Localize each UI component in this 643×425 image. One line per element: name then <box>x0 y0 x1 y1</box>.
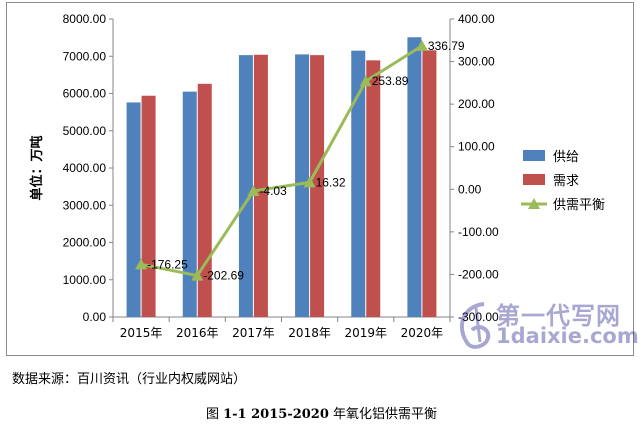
bar-供给-2016年 <box>182 91 197 317</box>
chart: 0.00 1000.00 2000.00 3000.00 4000.00 5000.00 6… <box>29 12 605 340</box>
right-tick-label: 400.00 <box>458 12 495 26</box>
left-tick-label: 5000.00 <box>63 124 107 138</box>
right-tick-label: 200.00 <box>458 97 495 111</box>
legend-swatch-供给 <box>523 150 545 161</box>
left-tick-label: 2000.00 <box>63 236 107 250</box>
left-tick-label: 7000.00 <box>63 49 107 63</box>
legend-marker-供需平衡 <box>528 198 540 209</box>
caption-prefix: 图 <box>205 407 224 422</box>
left-tick-label: 8000.00 <box>63 12 107 26</box>
balance-point-2018年 <box>303 176 316 188</box>
left-tick-label: 3000.00 <box>63 198 107 212</box>
legend-label: 需求 <box>553 174 579 189</box>
right-tick-label: -200.00 <box>458 267 499 281</box>
bar-需求-2018年 <box>310 55 325 317</box>
left-tick-label: 4000.00 <box>63 161 107 175</box>
balance-line <box>140 44 423 278</box>
caption-number: 1-1 2015-2020 <box>223 407 329 422</box>
x-tick-label: 2019年 <box>344 326 387 340</box>
bar-需求-2019年 <box>366 60 381 317</box>
right-tick-label: -300.00 <box>458 310 499 324</box>
right-tick-label: -100.00 <box>458 225 499 239</box>
watermark: 第一代写网 1daixie.com <box>452 294 639 354</box>
bar-需求-2017年 <box>253 54 268 317</box>
x-tick-label: 2020年 <box>401 326 444 340</box>
balance-data-label: -176.25 <box>147 257 188 271</box>
figure-caption: 图 1-1 2015-2020 年氧化铝供需平衡 <box>0 403 643 422</box>
right-tick-label: 100.00 <box>458 140 495 154</box>
x-tick-label: 2017年 <box>232 326 275 340</box>
balance-point-2019年 <box>359 75 372 87</box>
right-tick-label: 300.00 <box>458 55 495 69</box>
right-tick-label: 0.00 <box>458 182 482 196</box>
balance-data-label: 253.89 <box>372 74 409 88</box>
watermark-logo-icon <box>459 302 491 349</box>
watermark-title: 第一代写网 <box>496 302 621 330</box>
bar-供给-2020年 <box>407 37 422 317</box>
bar-需求-2020年 <box>422 50 437 317</box>
left-tick-label: 0.00 <box>83 310 107 324</box>
balance-data-label: -202.69 <box>203 269 244 283</box>
balance-data-label: -4.03 <box>259 184 287 198</box>
bar-供给-2019年 <box>351 50 366 317</box>
balance-point-2015年 <box>135 258 148 270</box>
balance-data-label: 336.79 <box>428 39 465 53</box>
x-tick-label: 2015年 <box>120 326 163 340</box>
source-note: 数据来源：百川资讯（行业内权威网站） <box>12 372 247 387</box>
bar-供给-2015年 <box>126 102 141 317</box>
bar-供给-2018年 <box>295 54 310 317</box>
legend-label: 供给 <box>553 150 579 165</box>
balance-data-label: 16.32 <box>316 175 346 189</box>
legend-swatch-需求 <box>523 174 545 185</box>
chart-frame: 0.00 1000.00 2000.00 3000.00 4000.00 5000.00 6… <box>6 2 634 356</box>
bar-需求-2015年 <box>141 95 156 317</box>
balance-point-2020年 <box>415 39 428 51</box>
left-tick-label: 6000.00 <box>63 87 107 101</box>
bar-供给-2017年 <box>238 55 253 317</box>
x-tick-label: 2016年 <box>176 326 219 340</box>
y-axis-title: 单位：万吨 <box>29 135 45 200</box>
legend-label: 供需平衡 <box>553 198 605 213</box>
caption-text: 年氧化铝供需平衡 <box>328 407 438 422</box>
x-tick-label: 2018年 <box>288 326 331 340</box>
balance-point-2016年 <box>191 269 204 281</box>
balance-point-2017年 <box>247 185 260 197</box>
left-tick-label: 1000.00 <box>63 273 107 287</box>
watermark-url: 1daixie.com <box>496 324 639 348</box>
